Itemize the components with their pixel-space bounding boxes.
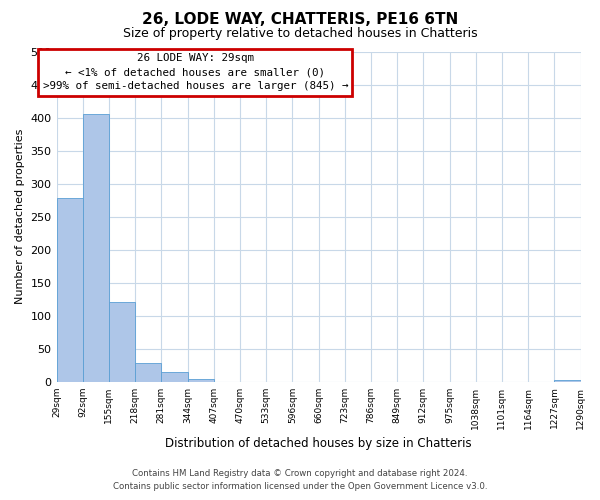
Bar [188,379,214,382]
Y-axis label: Number of detached properties: Number of detached properties [15,129,25,304]
Text: 26 LODE WAY: 29sqm
← <1% of detached houses are smaller (0)
>99% of semi-detache: 26 LODE WAY: 29sqm ← <1% of detached hou… [43,54,348,92]
X-axis label: Distribution of detached houses by size in Chatteris: Distribution of detached houses by size … [165,437,472,450]
Bar [56,198,83,382]
Bar [135,363,161,382]
Text: 26, LODE WAY, CHATTERIS, PE16 6TN: 26, LODE WAY, CHATTERIS, PE16 6TN [142,12,458,28]
Bar [161,372,188,382]
Text: Contains HM Land Registry data © Crown copyright and database right 2024.
Contai: Contains HM Land Registry data © Crown c… [113,470,487,491]
Bar [554,380,581,382]
Bar [83,114,109,382]
Text: Size of property relative to detached houses in Chatteris: Size of property relative to detached ho… [122,28,478,40]
Bar [109,302,135,382]
